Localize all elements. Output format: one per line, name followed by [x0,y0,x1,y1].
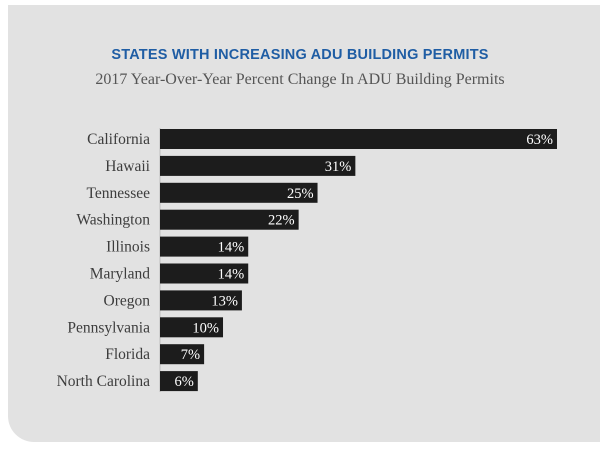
bar-florida [160,344,205,365]
category-label-hawaii: Hawaii [105,158,150,175]
value-label-tennessee: 25% [287,186,314,202]
category-label-illinois: Illinois [106,239,150,256]
category-label-pennsylvania: Pennsylvania [67,319,150,336]
chart-card [8,5,600,442]
value-label-north-carolina: 6% [174,374,193,390]
category-label-california: California [87,131,150,148]
category-label-washington: Washington [76,212,150,229]
bar-pennsylvania [160,317,224,338]
category-label-oregon: Oregon [104,292,151,309]
value-label-maryland: 14% [218,267,245,283]
bar-washington [160,209,299,230]
value-label-oregon: 13% [211,293,238,309]
value-label-california: 63% [526,132,553,148]
bar-maryland [160,263,249,284]
category-label-north-carolina: North Carolina [57,373,151,390]
bar-california [160,129,557,149]
chart-subtitle: 2017 Year-Over-Year Percent Change In AD… [95,71,505,88]
value-label-florida: 7% [181,347,200,363]
bar-illinois [160,236,249,257]
bar-north-carolina [160,371,198,392]
value-label-illinois: 14% [218,240,245,256]
bar-tennessee [160,182,318,203]
category-label-florida: Florida [105,346,150,363]
chart-title: STATES WITH INCREASING ADU BUILDING PERM… [111,47,489,63]
bar-hawaii [160,155,356,176]
value-label-washington: 22% [268,213,295,229]
category-label-tennessee: Tennessee [87,185,151,202]
bar-oregon [160,290,242,311]
bars-group: California 63% Hawaii 31% Tennessee 25% Washin… [57,129,557,392]
value-label-hawaii: 31% [325,159,352,175]
value-label-pennsylvania: 10% [192,320,219,336]
category-label-maryland: Maryland [90,266,151,283]
